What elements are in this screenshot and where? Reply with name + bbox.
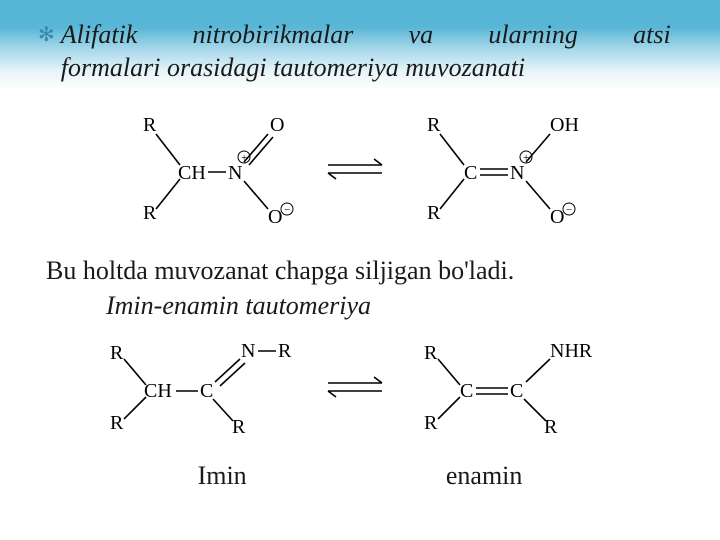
- atom-o: O: [268, 206, 282, 228]
- atom-c: C: [510, 380, 523, 402]
- atom-c: C: [464, 162, 477, 184]
- atom-r: R: [427, 114, 441, 136]
- structure-nitro: R R CH N + O O −: [128, 109, 298, 229]
- charge-minus: −: [284, 204, 290, 216]
- atom-r: R: [544, 416, 558, 437]
- atom-r: R: [424, 412, 438, 434]
- label-imin: Imin: [198, 461, 247, 491]
- equilibrium-arrow-icon: [320, 154, 390, 184]
- atom-n: N: [510, 162, 524, 184]
- structure-aci-nitro: R R C N + OH O −: [412, 109, 592, 229]
- group-oh: OH: [550, 114, 579, 136]
- atom-r: R: [424, 342, 438, 364]
- title-word: va: [409, 18, 434, 51]
- atom-r: R: [110, 342, 124, 364]
- label-enamin: enamin: [446, 461, 523, 491]
- title-text: Alifatik nitrobirikmalar va ularning ats…: [61, 18, 671, 85]
- group-ch: CH: [144, 380, 172, 402]
- atom-c: C: [200, 380, 213, 402]
- diagram-nitro-aci: R R CH N + O O −: [38, 109, 682, 229]
- title-block: ✻ Alifatik nitrobirikmalar va ularning a…: [38, 18, 682, 85]
- title-word: Alifatik: [61, 18, 138, 51]
- atom-r: R: [143, 114, 157, 136]
- charge-minus: −: [566, 204, 572, 216]
- equilibrium-arrow-icon: [320, 372, 390, 402]
- structure-enamine: R R C C NHR R: [412, 337, 622, 437]
- atom-n: N: [241, 340, 255, 362]
- atom-o: O: [550, 206, 564, 228]
- label-row: Imin enamin: [38, 461, 682, 491]
- body-text: Bu holtda muvozanat chapga siljigan bo'l…: [38, 253, 682, 323]
- slide-content: ✻ Alifatik nitrobirikmalar va ularning a…: [0, 0, 720, 491]
- atom-o: O: [270, 114, 284, 136]
- atom-r: R: [427, 202, 441, 224]
- atom-c: C: [460, 380, 473, 402]
- atom-n: N: [228, 162, 242, 184]
- title-line-2: formalari orasidagi tautomeriya muvozana…: [61, 51, 671, 84]
- body-line-1: Bu holtda muvozanat chapga siljigan bo'l…: [46, 253, 682, 288]
- atom-r: R: [232, 416, 246, 437]
- atom-r: R: [278, 340, 292, 362]
- title-word: ularning: [488, 18, 578, 51]
- title-word: nitrobirikmalar: [193, 18, 354, 51]
- group-ch: CH: [178, 162, 206, 184]
- subheading: Imin-enamin tautomeriya: [46, 288, 682, 323]
- title-line-1: Alifatik nitrobirikmalar va ularning ats…: [61, 18, 671, 51]
- atom-r: R: [143, 202, 157, 224]
- snowflake-icon: ✻: [38, 22, 55, 47]
- charge-plus: +: [241, 152, 247, 164]
- diagram-imine-enamine: R R CH C N R R R R: [38, 337, 682, 437]
- charge-plus: +: [523, 152, 529, 164]
- title-word: atsi: [633, 18, 671, 51]
- group-nhr: NHR: [550, 340, 593, 362]
- structure-imine: R R CH C N R R: [98, 337, 298, 437]
- atom-r: R: [110, 412, 124, 434]
